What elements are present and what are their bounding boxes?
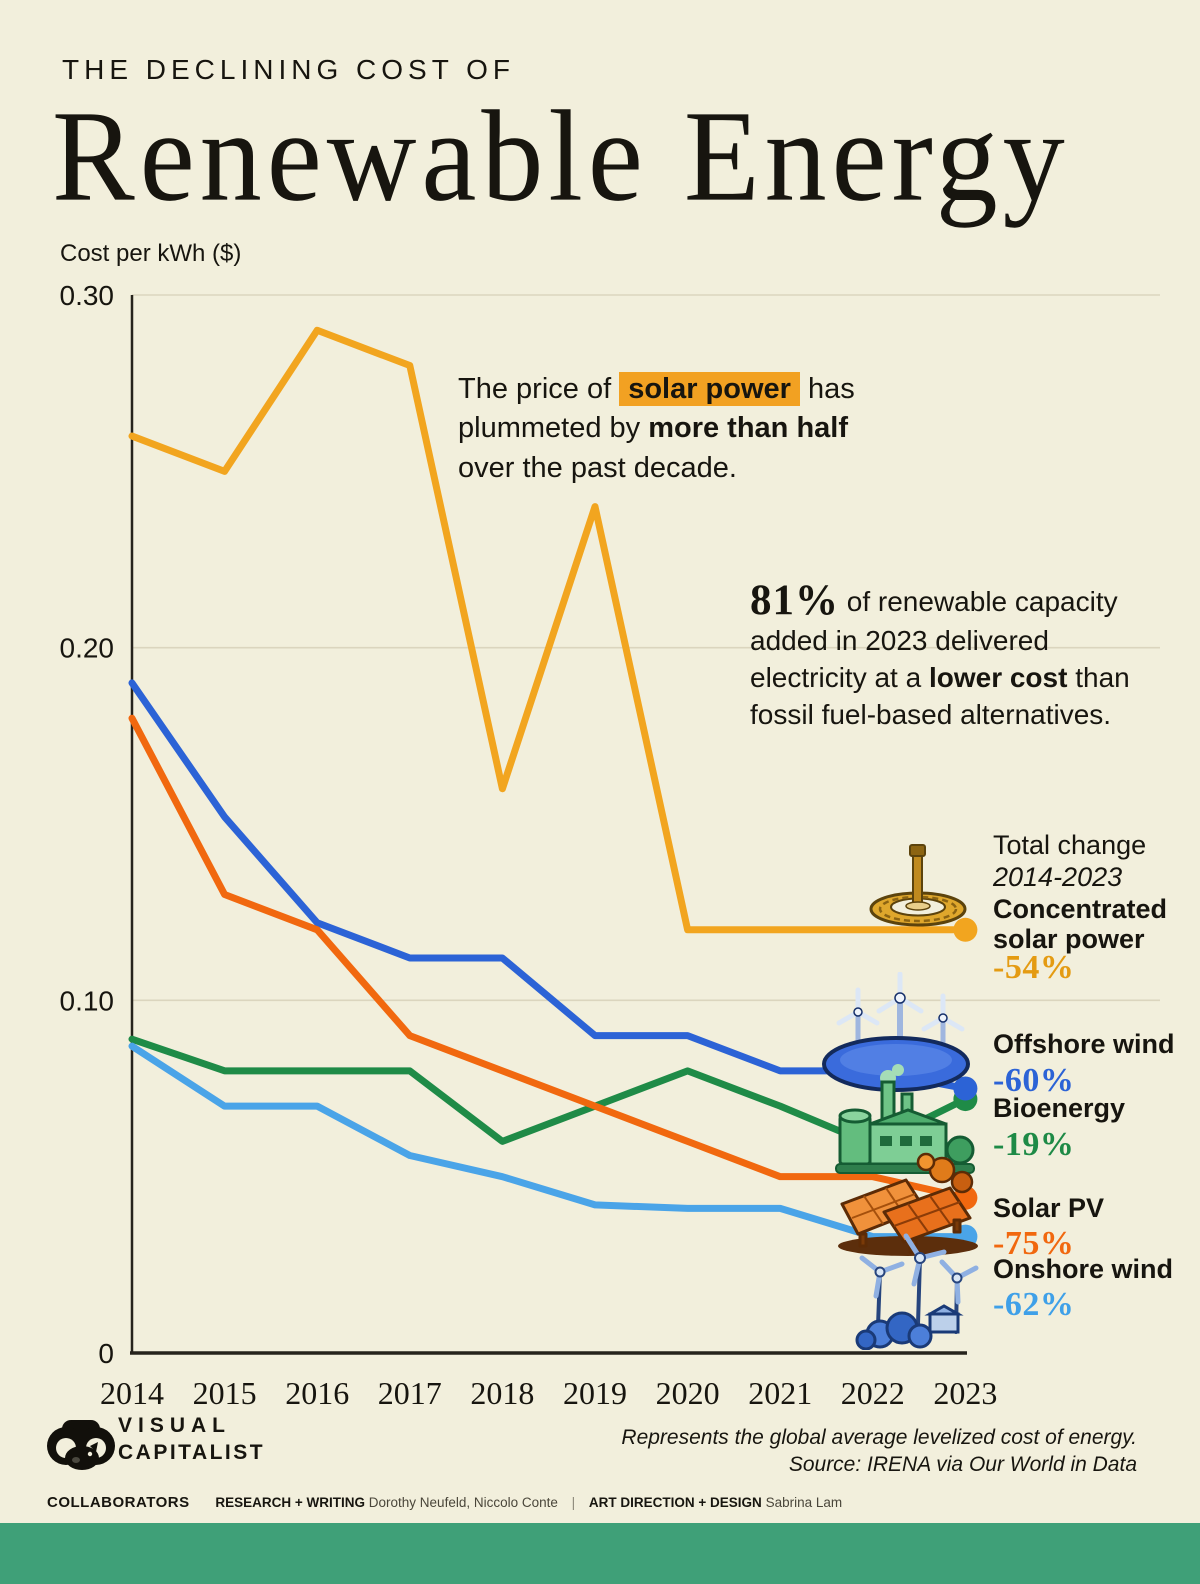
note-line2: Source: IRENA via Our World in Data [788, 1453, 1137, 1477]
annotation-capacity: 81% of renewable capacity added in 2023 … [750, 577, 1130, 731]
annotation-solar-power: The price of solar power has plummeted b… [458, 372, 855, 484]
bottom-bar: voronoi BY VISUAL CAPITALIST Where Data … [0, 1523, 1200, 1584]
legend-subheading: 2014-2023 [993, 862, 1123, 892]
bioenergy-icon [835, 1064, 975, 1174]
credit2-names: Sabrina Lam [765, 1495, 843, 1510]
series-end-dot-concentrated-solar-power [953, 917, 978, 942]
x-tick-label: 2023 [933, 1375, 997, 1411]
onshore-wind-icon [855, 1233, 979, 1350]
credits-divider: | [571, 1495, 576, 1510]
csp-icon [869, 844, 967, 927]
series-line-concentrated-solar-power [128, 326, 969, 934]
collaborators-row: COLLABORATORS RESEARCH + WRITING Dorothy… [47, 1494, 842, 1511]
collaborators-label: COLLABORATORS [47, 1494, 190, 1511]
annotation-text: The price of [458, 373, 620, 405]
stat-81pct: 81% [750, 577, 839, 624]
x-tick-label: 2016 [285, 1375, 349, 1411]
solar-power-highlight: solar power [619, 372, 800, 406]
x-tick-label: 2017 [378, 1375, 442, 1411]
vc-brand-line1: VISUAL [118, 1414, 232, 1437]
x-tick-label: 2022 [841, 1375, 905, 1411]
legend-label-bioenergy: Bioenergy [993, 1093, 1126, 1123]
legend-label-solar-pv: Solar PV [993, 1193, 1105, 1223]
y-tick-label: 0.20 [60, 633, 115, 664]
note-line1: Represents the global average levelized … [621, 1426, 1137, 1449]
x-tick-label: 2021 [748, 1375, 812, 1411]
offshore-wind-icon [822, 972, 970, 1092]
y-tick-label: 0.10 [60, 985, 115, 1016]
legend-label-offshore-wind: Offshore wind [993, 1029, 1175, 1059]
kicker: THE DECLINING COST OF [62, 54, 515, 85]
credit1-role: RESEARCH + WRITING [215, 1495, 366, 1510]
x-tick-label: 2015 [193, 1375, 257, 1411]
x-tick-label: 2020 [656, 1375, 720, 1411]
legend-pct-onshore-wind: -62% [993, 1286, 1075, 1323]
series-line-bioenergy [128, 1035, 969, 1149]
series-line-solar-pv [128, 714, 969, 1202]
x-tick-label: 2019 [563, 1375, 627, 1411]
legend-label-onshore-wind: Onshore wind [993, 1254, 1174, 1284]
vc-brand-line2: CAPITALIST [118, 1441, 266, 1464]
series-end-dot-offshore-wind [953, 1076, 978, 1101]
legend-pct-offshore-wind: -60% [993, 1062, 1075, 1099]
y-axis-title: Cost per kWh ($) [60, 240, 242, 267]
y-tick-label: 0 [98, 1338, 114, 1369]
credit1-names: Dorothy Neufeld, Niccolo Conte [368, 1495, 558, 1510]
x-tick-label: 2014 [100, 1375, 164, 1411]
page-title: Renewable Energy [52, 84, 1070, 228]
legend-pct-bioenergy: -19% [993, 1126, 1075, 1163]
source-note: Represents the global average levelized … [621, 1424, 1137, 1479]
legend-pct-csp: -54% [993, 949, 1075, 986]
y-tick-label: 0.30 [60, 280, 115, 311]
series-line-onshore-wind [128, 1042, 969, 1241]
legend-label-csp: Concentrated solar power [993, 894, 1168, 955]
legend-pct-solar-pv: -75% [993, 1225, 1075, 1262]
legend-heading: Total change [993, 830, 1147, 860]
visual-capitalist-logo [47, 1420, 115, 1470]
x-tick-label: 2018 [470, 1375, 534, 1411]
credit2-role: ART DIRECTION + DESIGN [588, 1495, 762, 1510]
